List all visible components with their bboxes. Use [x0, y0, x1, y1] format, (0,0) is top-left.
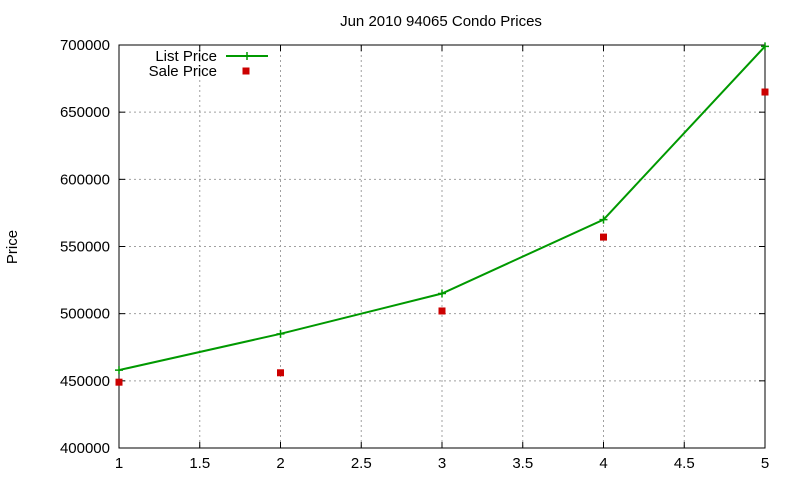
list-price-point	[115, 366, 123, 375]
list-price-point	[761, 42, 769, 51]
y-tick-label: 650000	[60, 104, 110, 121]
legend-label-sale-price: Sale Price	[149, 63, 217, 80]
grid	[119, 45, 765, 448]
axis-ticks: 1 1.5 2 2.5 3 3.5 4 4.5 5 400000 450000 500000 55000…	[60, 37, 769, 472]
x-tick-label: 2	[276, 455, 284, 472]
y-tick-label: 450000	[60, 373, 110, 390]
y-tick-label: 500000	[60, 306, 110, 323]
x-tick-label: 2.5	[351, 455, 372, 472]
y-tick-label: 600000	[60, 171, 110, 188]
legend-marker-list-price	[243, 52, 251, 60]
sale-price-point	[600, 233, 607, 241]
sale-price-point	[115, 378, 123, 386]
x-tick-label: 3.5	[512, 455, 533, 472]
x-tick-label: 1.5	[189, 455, 210, 472]
legend-marker-sale-price	[242, 67, 250, 75]
legend-label-list-price: List Price	[155, 48, 217, 65]
sale-price-point	[761, 88, 769, 96]
x-tick-label: 4.5	[674, 455, 695, 472]
list-price-point	[276, 329, 285, 338]
list-price-point	[599, 215, 608, 224]
x-tick-label: 3	[438, 455, 446, 472]
data-series	[115, 42, 769, 386]
y-tick-label: 400000	[60, 440, 110, 457]
chart-title: Jun 2010 94065 Condo Prices	[340, 13, 542, 30]
list-price-point	[438, 289, 446, 298]
sale-price-point	[277, 369, 284, 377]
sale-price-point	[438, 307, 446, 315]
x-tick-label: 5	[761, 455, 769, 472]
x-tick-label: 1	[115, 455, 123, 472]
x-tick-label: 4	[599, 455, 607, 472]
y-tick-label: 550000	[60, 239, 110, 256]
y-axis-label: Price	[4, 230, 21, 264]
y-tick-label: 700000	[60, 37, 110, 54]
legend: List Price Sale Price	[149, 48, 268, 80]
